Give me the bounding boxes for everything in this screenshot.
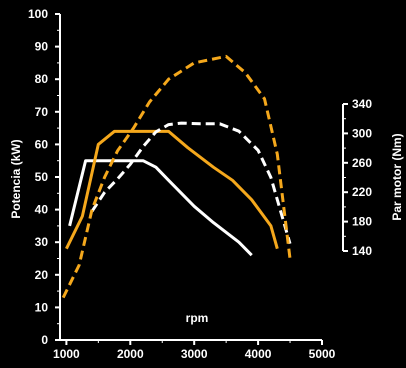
y-left-tick-label: 60	[35, 137, 49, 151]
y-right-tick-label: 260	[352, 156, 372, 170]
series-lines	[61, 54, 292, 299]
y-left-tick-label: 90	[35, 40, 49, 54]
y-left-tick-label: 80	[35, 72, 49, 86]
y-left-tick-label: 100	[28, 7, 48, 21]
y-left-tick-label: 40	[35, 203, 49, 217]
y-left-tick-label: 30	[35, 235, 49, 249]
dashed-orange-series-line	[61, 54, 292, 299]
y-right-ticks: 140 180 220 260 300 340	[343, 97, 372, 258]
y-right-tick-label: 340	[352, 97, 372, 111]
x-tick-label: 5000	[309, 347, 336, 361]
y-right-tick-label: 180	[352, 215, 372, 229]
y-left-tick-label: 50	[35, 170, 49, 184]
y-left-tick-label: 20	[35, 268, 49, 282]
x-axis-title: rpm	[186, 311, 209, 325]
y-left-tick-label: 70	[35, 105, 49, 119]
x-tick-label: 3000	[181, 347, 208, 361]
x-ticks: 1000 2000 3000 4000 5000	[53, 340, 336, 361]
y-right-tick-label: 300	[352, 126, 372, 140]
y-left-axis-title: Potencia (kW)	[9, 139, 23, 218]
y-left-tick-label: 0	[41, 333, 48, 347]
dashed-white-series-line	[90, 121, 292, 245]
x-tick-label: 1000	[53, 347, 80, 361]
y-right-axis-title: Par motor (Nm)	[390, 133, 404, 220]
x-tick-label: 2000	[117, 347, 144, 361]
solid-orange-series-line	[65, 129, 279, 250]
x-tick-label: 4000	[245, 347, 272, 361]
solid-white-series-line	[68, 159, 253, 257]
y-right-tick-label: 140	[352, 244, 372, 258]
y-left-tick-label: 10	[35, 300, 49, 314]
y-right-tick-label: 220	[352, 185, 372, 199]
y-left-ticks: 0 10 20 30 40 50 60 70 80 90 100	[28, 7, 60, 347]
